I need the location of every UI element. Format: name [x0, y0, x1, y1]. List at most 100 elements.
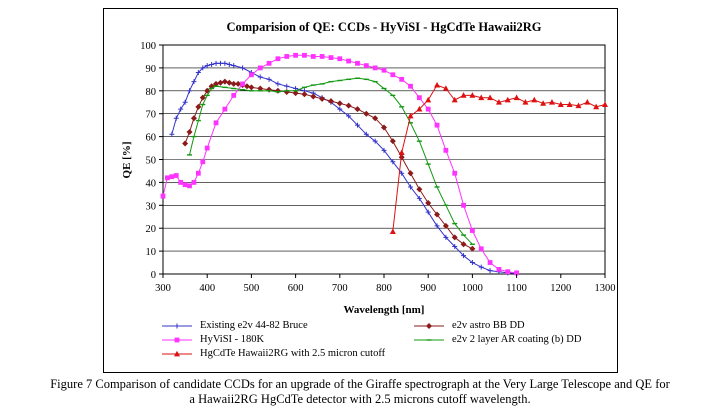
data-point	[425, 209, 431, 215]
legend-label: HgCdTe Hawaii2RG with 2.5 micron cutoff	[200, 348, 386, 359]
data-point	[407, 170, 414, 177]
x-tick-label: 1300	[595, 283, 616, 294]
data-point	[372, 115, 379, 122]
data-point	[451, 234, 458, 241]
data-point	[557, 101, 564, 107]
data-point	[389, 228, 396, 235]
data-point	[372, 138, 378, 144]
data-point	[327, 98, 334, 105]
data-point	[416, 105, 423, 112]
data-point	[487, 268, 493, 274]
legend-label: e2v astro BB DD	[452, 320, 525, 331]
series-line	[184, 81, 473, 250]
data-point	[443, 234, 449, 240]
data-point	[190, 115, 197, 122]
data-point	[363, 63, 369, 69]
data-point	[346, 58, 352, 64]
y-tick-label: 20	[146, 224, 157, 235]
data-point	[222, 60, 228, 66]
data-point	[169, 174, 175, 180]
data-point	[213, 120, 219, 126]
data-point	[257, 65, 263, 71]
x-tick-label: 900	[420, 283, 436, 294]
data-point	[221, 78, 228, 85]
data-point	[514, 270, 519, 276]
data-point	[470, 228, 475, 233]
data-point	[217, 79, 224, 86]
data-point	[496, 267, 502, 272]
legend-marker	[426, 323, 432, 329]
data-point	[381, 67, 387, 73]
legend-item-hawaii2rg: HgCdTe Hawaii2RG with 2.5 micron cutoff	[160, 348, 385, 360]
data-point	[337, 106, 343, 112]
y-tick-label: 30	[146, 201, 157, 212]
data-point	[240, 81, 245, 87]
data-point	[434, 122, 440, 128]
data-point	[522, 99, 529, 105]
data-point	[416, 186, 423, 193]
data-point	[513, 94, 520, 101]
data-point	[416, 195, 422, 201]
data-point	[319, 54, 325, 59]
data-point	[487, 94, 494, 101]
data-point	[266, 86, 273, 93]
data-point	[182, 140, 189, 147]
data-point	[266, 76, 272, 82]
data-point	[408, 83, 413, 89]
data-point	[275, 81, 281, 87]
data-point	[301, 91, 308, 98]
data-point	[460, 241, 467, 248]
data-point	[390, 72, 396, 78]
data-point	[390, 159, 396, 165]
legend-marker	[174, 350, 180, 357]
data-point	[302, 52, 307, 58]
data-point	[434, 223, 440, 229]
data-point	[451, 96, 458, 103]
data-point	[434, 81, 441, 88]
data-point	[191, 79, 197, 85]
data-point	[235, 80, 242, 87]
data-point	[408, 184, 414, 190]
data-point	[452, 244, 458, 250]
data-point	[389, 138, 396, 145]
data-point	[442, 222, 449, 229]
data-point	[452, 170, 458, 176]
y-tick-label: 60	[146, 133, 157, 144]
x-tick-label: 600	[288, 283, 304, 294]
legend-marker	[174, 323, 180, 329]
x-tick-label: 1000	[462, 283, 483, 294]
figure-frame	[103, 8, 618, 373]
data-point	[593, 103, 600, 110]
y-tick-label: 70	[146, 110, 157, 121]
data-point	[274, 87, 281, 94]
data-point	[505, 269, 511, 275]
data-point	[165, 175, 170, 181]
data-point	[398, 149, 405, 156]
series-layer	[160, 52, 608, 277]
data-point	[226, 79, 233, 86]
data-point	[354, 122, 360, 128]
data-point	[461, 253, 467, 259]
data-point	[173, 173, 179, 178]
data-point	[169, 131, 175, 137]
data-point	[584, 99, 591, 105]
data-point	[478, 94, 485, 101]
data-point	[407, 112, 414, 119]
legend-swatch-e2v-astro	[414, 323, 444, 329]
data-point	[204, 63, 210, 69]
data-point	[469, 245, 476, 252]
x-tick-label: 1100	[506, 283, 527, 294]
data-point	[363, 131, 369, 137]
data-point	[416, 95, 422, 101]
data-point	[160, 193, 166, 199]
data-point	[354, 106, 361, 113]
data-point	[469, 260, 475, 266]
data-point	[231, 92, 237, 98]
legend-item-e2v-ar: e2v 2 layer AR coating (b) DD	[412, 334, 581, 346]
data-point	[346, 113, 352, 119]
data-point	[575, 102, 582, 109]
y-tick-label: 50	[146, 156, 157, 167]
data-point	[310, 93, 317, 100]
data-point	[209, 61, 215, 67]
data-point	[231, 63, 237, 69]
